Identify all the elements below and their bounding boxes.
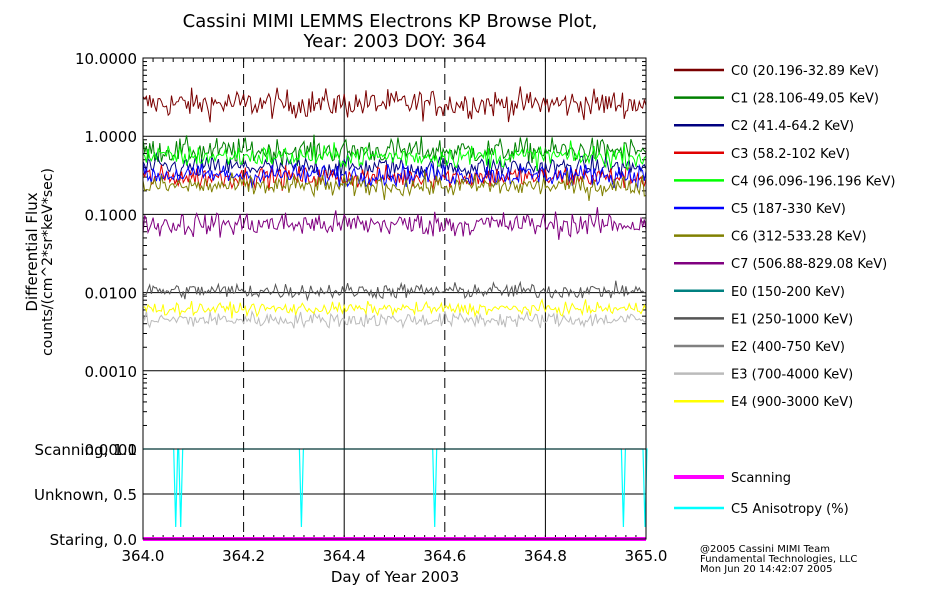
flux-panel-frame	[142, 57, 647, 450]
legend-label-10: E2 (400-750 KeV)	[731, 340, 845, 355]
legend-label-5: C5 (187-330 KeV)	[731, 202, 846, 217]
anisotropy-line	[143, 448, 648, 528]
legend-label-1: C1 (28.106-49.05 KeV)	[731, 92, 879, 107]
x-axis-label: Day of Year 2003	[331, 568, 459, 586]
y-axis-label-line1: Differential Flux	[23, 192, 41, 311]
x-tick-label: 365.0	[625, 547, 668, 565]
y-tick-label: 0.1000	[85, 206, 138, 224]
legend-label-8: E0 (150-200 KeV)	[731, 285, 845, 300]
footer-line-2: Fundamental Technologies, LLC	[700, 554, 858, 565]
footer-line-1: @2005 Cassini MIMI Team	[700, 544, 830, 555]
series-line-4	[142, 140, 647, 171]
chart-title-line2: Year: 2003 DOY: 364	[303, 31, 487, 52]
copyright-footer: @2005 Cassini MIMI Team Fundamental Tech…	[700, 545, 857, 575]
y-tick-label: 0.0001	[85, 441, 138, 459]
series-line-9	[142, 280, 647, 302]
y-tick-label: 10.0000	[75, 50, 137, 68]
mode-panel: 364.0 364.2 364.4 364.6 364.8 365.0 Staring, 0…	[34, 441, 668, 565]
legend-label-4: C4 (96.096-196.196 KeV)	[731, 174, 895, 189]
footer-line-3: Mon Jun 20 14:42:07 2005	[700, 564, 833, 575]
legend-label-0: C0 (20.196-32.89 KeV)	[731, 64, 879, 79]
legend-label-2: C2 (41.4-64.2 KeV)	[731, 119, 854, 134]
series-line-6	[142, 170, 647, 201]
x-tick-label: 364.4	[323, 547, 366, 565]
x-tick-label: 364.6	[423, 547, 466, 565]
legend-label-mode-0: Scanning	[731, 471, 791, 486]
y-tick-label: 0.0010	[85, 363, 138, 381]
legend-label-11: E3 (700-4000 KeV)	[731, 368, 853, 383]
legend-label-3: C3 (58.2-102 KeV)	[731, 147, 850, 162]
series-line-0	[142, 86, 647, 123]
legend-label-mode-1: C5 Anisotropy (%)	[731, 502, 849, 517]
legend-label-9: E1 (250-1000 KeV)	[731, 312, 853, 327]
legend: C0 (20.196-32.89 KeV) C1 (28.106-49.05 Ke…	[674, 64, 895, 517]
y-tick-label: 1.0000	[85, 128, 138, 146]
mode-tick-label: Scanning, 1.0	[34, 441, 137, 459]
series-line-5	[142, 161, 647, 189]
mode-tick-label: Staring, 0.0	[50, 531, 137, 549]
y-tick-label: 0.0100	[85, 285, 138, 303]
legend-label-7: C7 (506.88-829.08 KeV)	[731, 257, 887, 272]
chart-title-line1: Cassini MIMI LEMMS Electrons KP Browse P…	[183, 11, 598, 32]
flux-panel: 10.0000 1.0000 0.1000 0.0100 0.0010 0.0001	[75, 50, 647, 539]
mode-panel-frame	[142, 448, 647, 540]
series-line-7	[142, 207, 647, 240]
legend-label-6: C6 (312-533.28 KeV)	[731, 230, 867, 245]
y-axis-label-line2: counts/(cm^2*sr*keV*sec)	[40, 168, 56, 356]
series-line-12	[142, 298, 647, 319]
mode-tick-label: Unknown, 0.5	[34, 486, 137, 504]
x-tick-label: 364.0	[122, 547, 165, 565]
series-line-11	[142, 310, 647, 330]
x-tick-label: 364.8	[524, 547, 567, 565]
x-tick-label: 364.2	[222, 547, 265, 565]
legend-label-12: E4 (900-3000 KeV)	[731, 395, 853, 410]
